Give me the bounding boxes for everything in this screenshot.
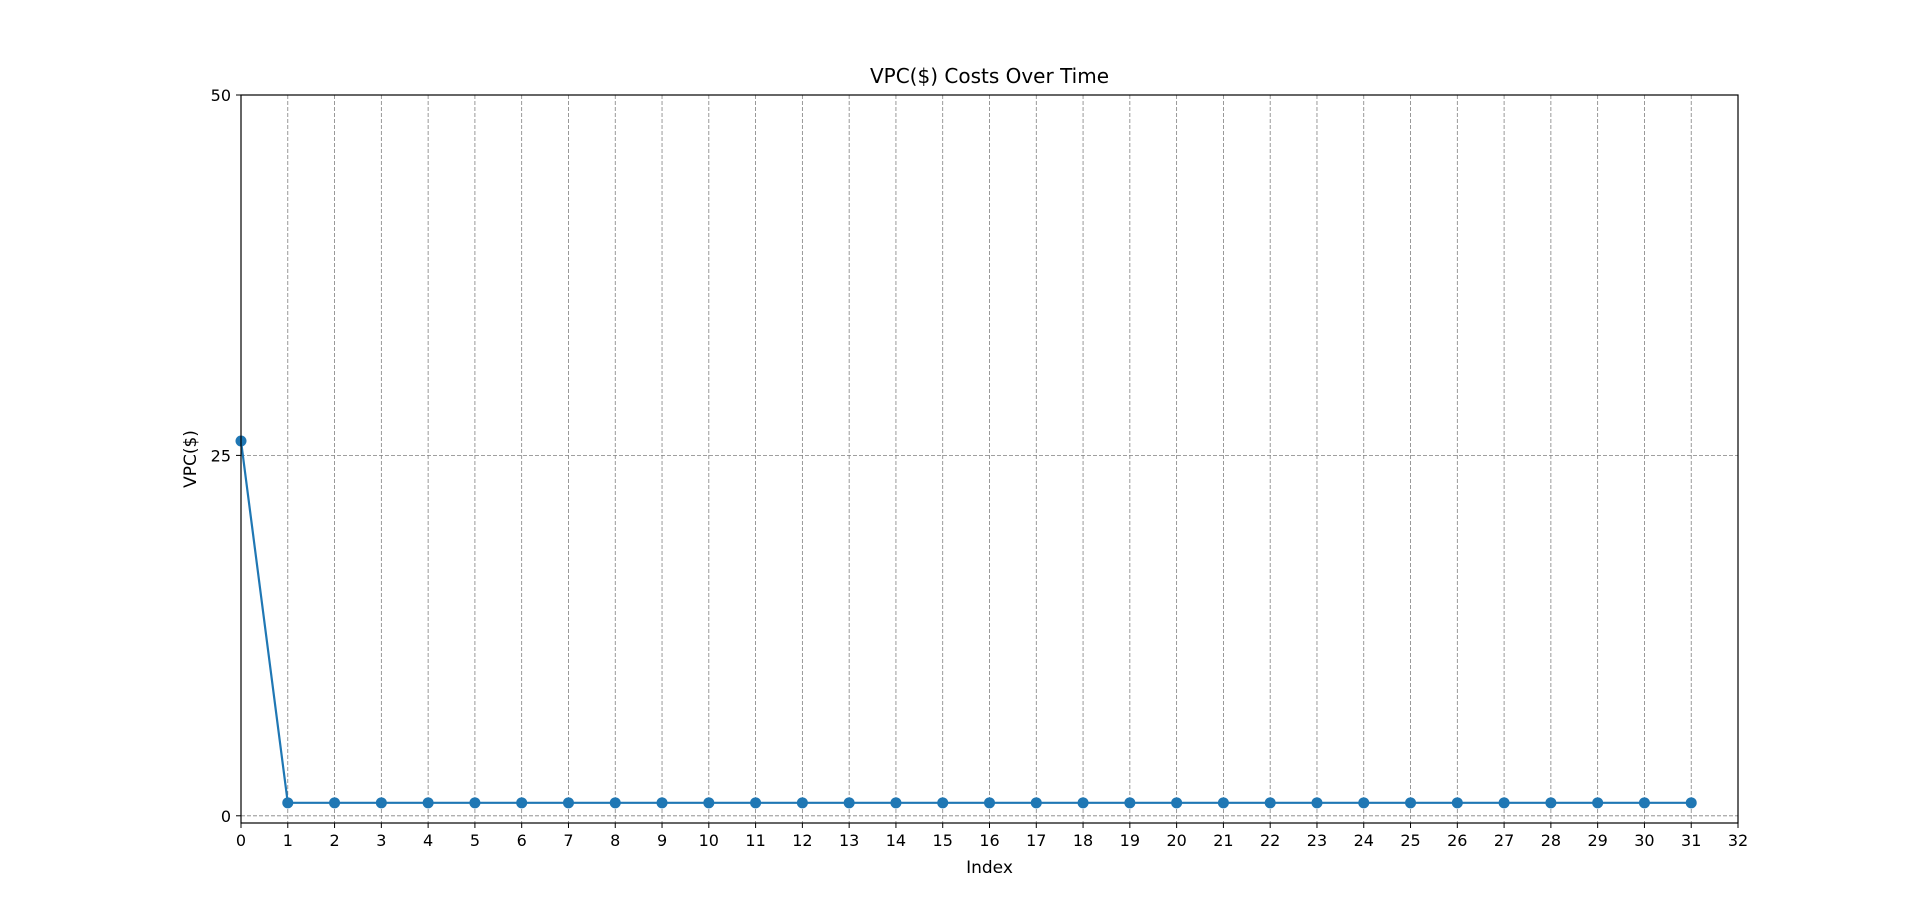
data-point — [984, 797, 995, 809]
data-point — [1405, 797, 1417, 809]
data-point — [1592, 797, 1604, 809]
y-tick-label: 25 — [211, 446, 231, 465]
x-tick-label: 25 — [1400, 831, 1420, 850]
y-tick-label: 0 — [221, 807, 231, 826]
x-tick-label: 11 — [745, 831, 765, 850]
x-tick-label: 2 — [329, 831, 339, 850]
x-tick-label: 3 — [376, 831, 386, 850]
data-point — [1124, 797, 1136, 809]
data-point — [609, 797, 621, 809]
x-tick-label: 9 — [657, 831, 667, 850]
data-point — [937, 797, 949, 809]
x-tick-label: 32 — [1728, 831, 1748, 850]
x-tick-label: 10 — [699, 831, 719, 850]
y-axis-label: VPC($) — [181, 430, 201, 488]
x-tick-label: 24 — [1354, 831, 1374, 850]
x-tick-label: 19 — [1120, 831, 1140, 850]
data-point — [703, 797, 715, 809]
series-line — [239, 440, 1692, 804]
x-tick-label: 13 — [839, 831, 859, 850]
x-tick-label: 28 — [1541, 831, 1561, 850]
data-point — [329, 797, 341, 809]
x-tick-label: 5 — [470, 831, 480, 850]
chart-title: VPC($) Costs Over Time — [870, 64, 1109, 88]
x-tick-label: 15 — [933, 831, 953, 850]
data-point — [282, 797, 294, 809]
data-point — [1311, 797, 1323, 809]
x-tick-label: 27 — [1494, 831, 1514, 850]
data-point — [1685, 797, 1697, 809]
x-tick-label: 16 — [979, 831, 999, 850]
y-tick-label: 50 — [211, 86, 231, 105]
data-point — [1451, 797, 1463, 809]
data-point — [1545, 797, 1557, 809]
x-tick-label: 17 — [1026, 831, 1046, 850]
x-tick-label: 26 — [1447, 831, 1467, 850]
data-point — [1264, 797, 1276, 809]
data-point — [890, 797, 902, 809]
data-point — [843, 797, 855, 809]
x-tick-label: 23 — [1307, 831, 1327, 850]
data-point — [750, 797, 762, 809]
data-point — [1030, 797, 1042, 809]
x-tick-label: 7 — [563, 831, 573, 850]
x-tick-label: 20 — [1166, 831, 1186, 850]
x-axis-label: Index — [966, 858, 1013, 878]
axis-ticks: 0 1 2 3 4 5 6 7 8 9 10 11 12 13 14 15 16 17 18 19 20 21 22 23 24… — [211, 86, 1749, 850]
data-point — [516, 797, 528, 809]
x-tick-label: 4 — [423, 831, 433, 850]
x-tick-label: 30 — [1634, 831, 1654, 850]
x-tick-label: 18 — [1073, 831, 1093, 850]
data-point — [656, 797, 668, 809]
x-tick-label: 6 — [517, 831, 527, 850]
data-point — [375, 797, 387, 809]
x-tick-label: 12 — [792, 831, 812, 850]
data-point — [796, 797, 808, 809]
x-tick-label: 0 — [236, 831, 246, 850]
x-tick-label: 29 — [1587, 831, 1607, 850]
data-point — [1498, 797, 1510, 809]
x-tick-label: 31 — [1681, 831, 1701, 850]
data-point — [1638, 797, 1650, 809]
series-layer — [235, 435, 1697, 809]
data-point — [562, 797, 574, 809]
x-tick-label: 21 — [1213, 831, 1233, 850]
data-point — [1358, 797, 1370, 809]
x-tick-label: 1 — [283, 831, 293, 850]
data-point — [1077, 797, 1089, 809]
data-point — [1217, 797, 1229, 809]
x-tick-label: 22 — [1260, 831, 1280, 850]
data-point — [1171, 797, 1183, 809]
x-tick-label: 8 — [610, 831, 620, 850]
grid-lines — [240, 94, 1739, 823]
data-point — [469, 797, 481, 809]
data-point — [422, 797, 434, 809]
x-tick-label: 14 — [886, 831, 906, 850]
